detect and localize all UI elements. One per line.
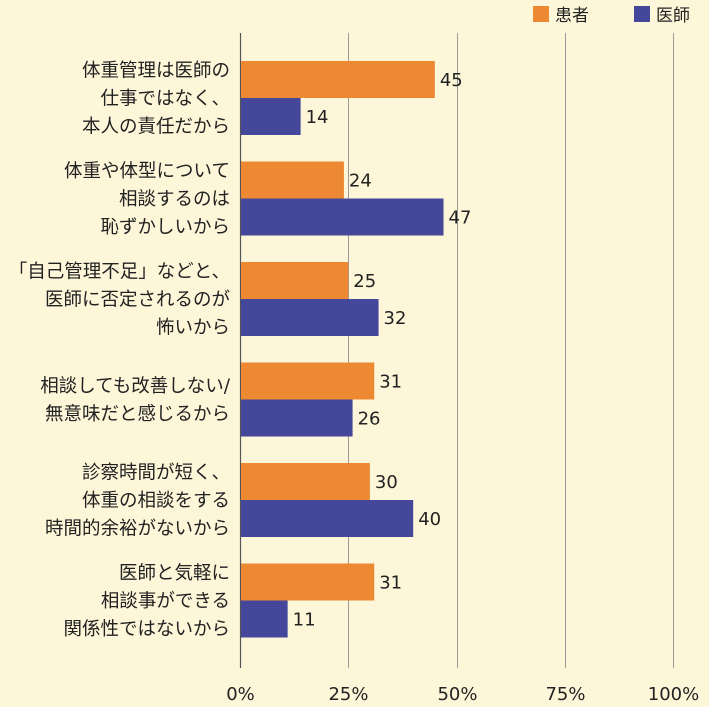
x-tick-label: 50% [437,684,477,705]
value-label: 25 [353,271,376,292]
bar-layer [241,61,444,638]
value-label: 31 [379,372,402,393]
legend-swatch [634,6,650,22]
value-label: 31 [379,573,402,594]
bar [241,61,435,98]
bar [241,463,370,500]
legend: 患者 医師 [533,6,690,26]
bar [241,500,414,537]
legend-label: 患者 [555,6,589,26]
bar [241,262,349,299]
category-label: 医師と気軽に相談事ができる関係性ではないから [63,563,230,640]
grid-layer [239,33,674,668]
value-label: 32 [384,308,407,329]
bar [241,362,375,400]
bar [241,399,353,437]
x-tick-label: 0% [226,684,255,705]
x-tick-label: 75% [545,684,585,705]
bar [241,600,288,638]
value-label: 30 [375,472,398,493]
category-label: 体重や体型について相談するのは恥ずかしいから [64,161,230,238]
value-label: 26 [358,409,381,430]
label-layer: 0% 25% 50% 75% 100% 45 14 体重管理は医師の仕事ではなく、本人の責任だ… [9,61,700,706]
legend-swatch [533,6,549,22]
category-label: 体重管理は医師の仕事ではなく、本人の責任だから [82,61,230,138]
value-label: 45 [440,70,463,91]
category-label: 診察時間が短く、体重の相談をする時間的余裕がないから [45,463,230,540]
value-label: 47 [449,208,472,229]
value-label: 40 [418,509,441,530]
bar [241,161,344,199]
x-tick-label: 100% [648,684,699,705]
bar [241,98,301,135]
bar [241,299,379,336]
category-label: 相談しても改善しない/無意味だと感じるから [40,376,231,425]
bar [241,563,375,601]
category-label: 「自己管理不足」などと、医師に否定されるのが怖いから [9,262,230,339]
x-tick-label: 25% [328,684,368,705]
value-label: 14 [306,107,329,128]
bar [241,198,444,236]
value-label: 11 [293,610,316,631]
value-label: 24 [349,171,372,192]
legend-label: 医師 [656,6,690,26]
